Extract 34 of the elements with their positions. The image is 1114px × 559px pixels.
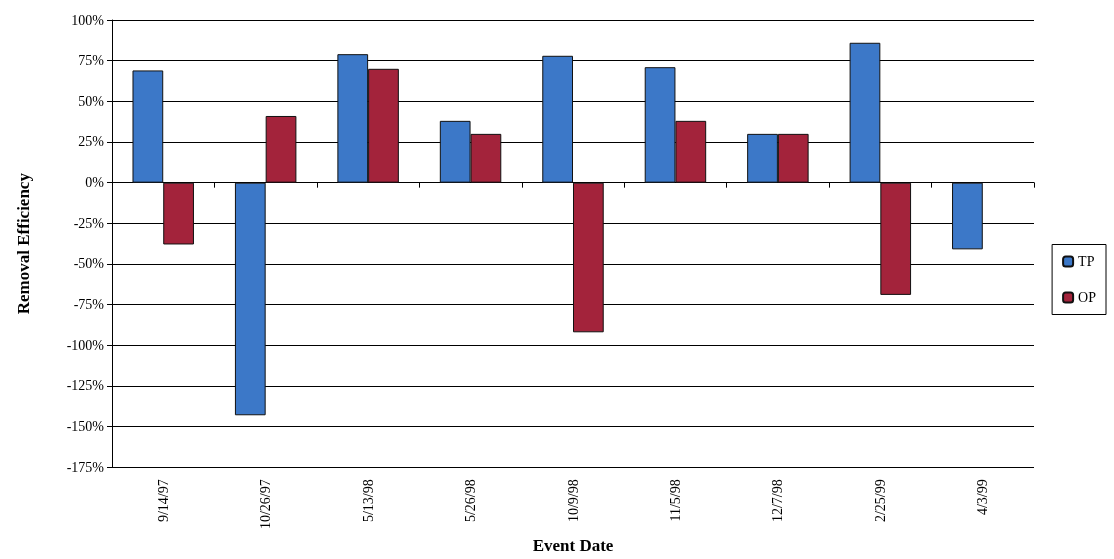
x-tick-label: 2/25/99: [872, 479, 888, 523]
x-tick-label: 12/7/98: [770, 479, 786, 523]
y-tick-label: 100%: [71, 12, 105, 28]
bar: [542, 55, 573, 183]
bar: [880, 182, 912, 295]
bar: [952, 182, 983, 250]
y-tick-label: 75%: [78, 53, 105, 69]
y-tick-label: -75%: [73, 297, 105, 313]
bar: [849, 42, 881, 183]
bar: [573, 182, 604, 333]
x-tick-label: 5/26/98: [463, 479, 479, 523]
y-tick-label: 25%: [78, 134, 105, 150]
y-tick-label: -50%: [73, 256, 105, 272]
x-tick-label: 5/13/98: [360, 479, 376, 523]
y-axis-title: Removal Efficiency: [14, 172, 33, 315]
y-tick-label: -175%: [66, 459, 105, 475]
y-tick-label: 0%: [85, 175, 105, 191]
bar: [265, 115, 297, 183]
legend-label: OP: [1078, 290, 1097, 305]
x-tick-label: 10/9/98: [565, 479, 581, 523]
legend-label: TP: [1078, 254, 1095, 269]
x-tick-label: 4/3/99: [975, 479, 991, 516]
bar: [132, 70, 164, 183]
y-tick-label: -125%: [66, 378, 105, 394]
x-tick-label: 11/5/98: [667, 479, 683, 522]
bar: [163, 182, 194, 245]
y-tick-label: -150%: [66, 419, 105, 435]
bar: [234, 182, 266, 416]
x-axis-title: Event Date: [532, 536, 614, 555]
x-tick-label: 10/26/97: [258, 479, 274, 530]
y-tick-label: 50%: [78, 93, 105, 109]
x-tick-label: 9/14/97: [155, 479, 171, 523]
y-tick-label: -100%: [66, 337, 105, 353]
y-tick-label: -25%: [73, 215, 105, 231]
